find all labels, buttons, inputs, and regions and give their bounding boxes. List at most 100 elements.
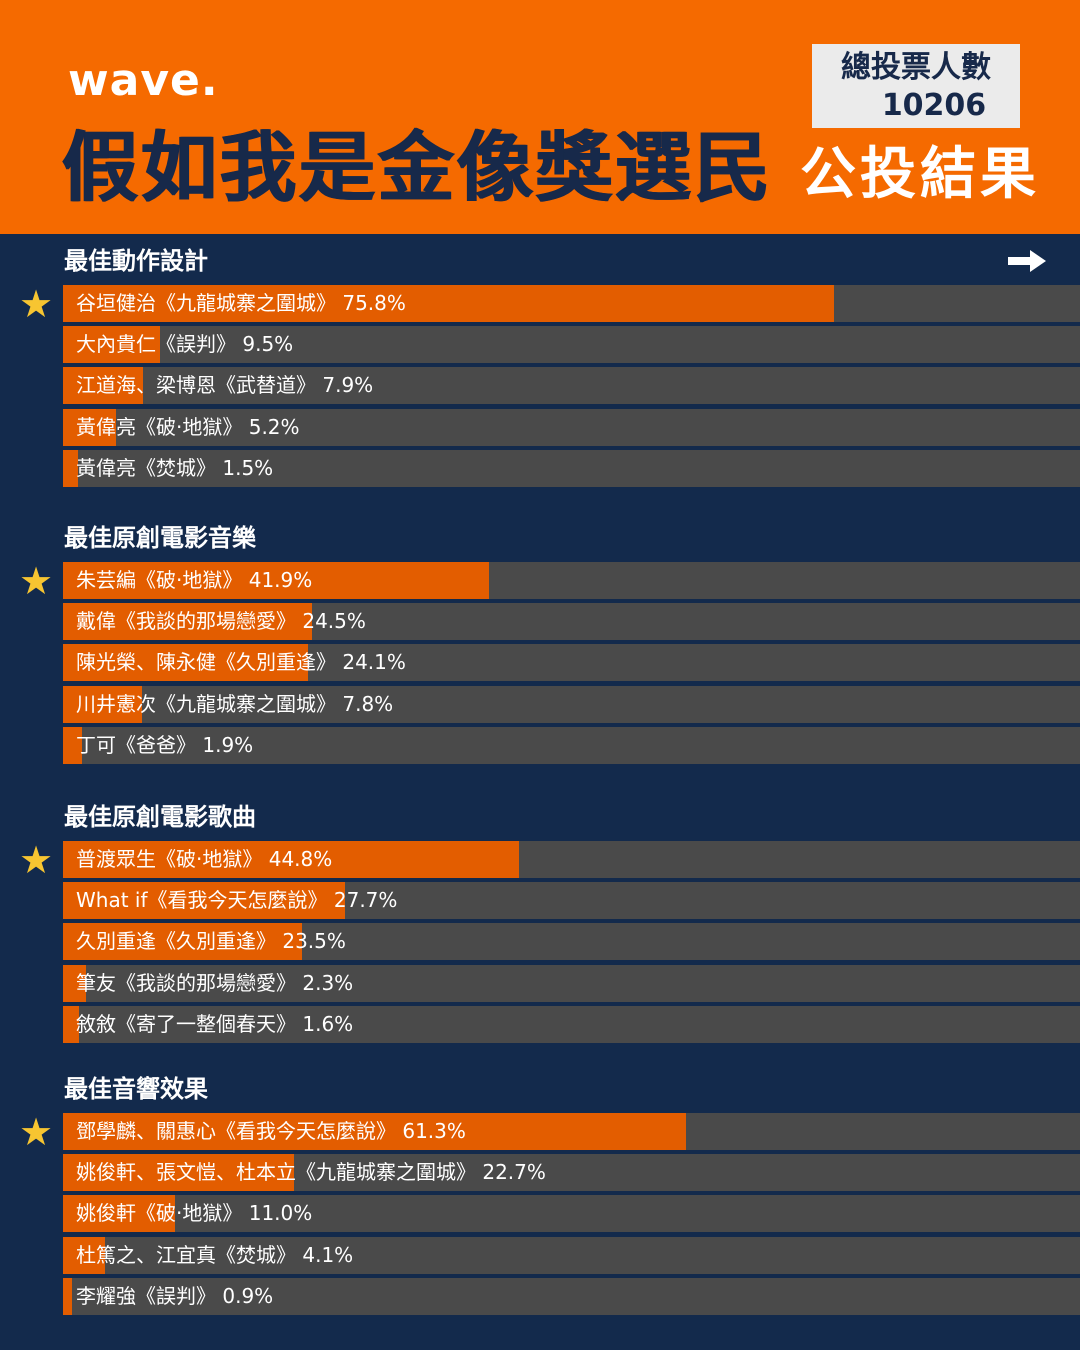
vote-percentage: 4.1% <box>296 1243 354 1267</box>
vote-percentage: 9.5% <box>236 332 294 356</box>
bar-fill <box>63 1154 294 1191</box>
bar-fill <box>63 1278 72 1315</box>
bar-label: 鄧學麟、關惠心《看我今天怎麼說》 61.3% <box>76 1113 466 1150</box>
vote-percentage: 2.3% <box>296 971 354 995</box>
bar-fill <box>63 285 834 322</box>
bar-row: 丁可《爸爸》 1.9% <box>63 727 1080 764</box>
bar-label: 丁可《爸爸》 1.9% <box>76 727 253 764</box>
bar-fill <box>63 965 86 1002</box>
nominee-label: 筆友《我談的那場戀愛》 <box>76 971 296 995</box>
header-banner: wave. 假如我是金像獎選民 總投票人數 10206 公投結果 <box>0 0 1080 234</box>
vote-percentage: 22.7% <box>476 1160 546 1184</box>
bar-row: 黃偉亮《焚城》 1.5% <box>63 450 1080 487</box>
nominee-label: 黃偉亮《破·地獄》 <box>76 415 243 439</box>
bar-row: 陳光榮、陳永健《久別重逢》 24.1% <box>63 644 1080 681</box>
bar-fill <box>63 603 312 640</box>
bar-fill <box>63 1195 175 1232</box>
arrow-right-icon[interactable] <box>1006 248 1048 274</box>
bar-label: 川井憲次《九龍城寨之圍城》 7.8% <box>76 686 393 723</box>
nominee-label: 李耀強《誤判》 <box>76 1284 216 1308</box>
vote-percentage: 24.5% <box>296 609 366 633</box>
nominee-label: 普渡眾生《破·地獄》 <box>76 847 263 871</box>
bar-fill <box>63 409 116 446</box>
bar-row: 筆友《我談的那場戀愛》 2.3% <box>63 965 1080 1002</box>
section-title: 最佳動作設計 <box>64 247 208 275</box>
bar-fill <box>63 1113 686 1150</box>
vote-percentage: 7.8% <box>336 692 394 716</box>
bar-fill <box>63 644 308 681</box>
bar-fill <box>63 1237 105 1274</box>
page-title: 假如我是金像獎選民 <box>62 123 773 212</box>
bar-row: 杜篤之、江宜真《焚城》 4.1% <box>63 1237 1080 1274</box>
bar-label: 姚俊軒《破·地獄》 11.0% <box>76 1195 312 1232</box>
bar-fill <box>63 841 519 878</box>
vote-percentage: 0.9% <box>216 1284 274 1308</box>
bar-label: 敘敘《寄了一整個春天》 1.6% <box>76 1006 353 1043</box>
page-subtitle: 公投結果 <box>800 142 1040 207</box>
nominee-label: 敘敘《寄了一整個春天》 <box>76 1012 296 1036</box>
bar-row: 久別重逢《久別重逢》 23.5% <box>63 923 1080 960</box>
total-votes-count: 10206 <box>881 88 987 123</box>
bar-label: 朱芸編《破·地獄》 41.9% <box>76 562 312 599</box>
nominee-label: 戴偉《我談的那場戀愛》 <box>76 609 296 633</box>
bar-fill <box>63 882 345 919</box>
nominee-label: 谷垣健治《九龍城寨之圍城》 <box>76 291 336 315</box>
bar-row: 李耀強《誤判》 0.9% <box>63 1278 1080 1315</box>
section-title: 最佳原創電影音樂 <box>64 524 256 552</box>
vote-percentage: 1.9% <box>196 733 254 757</box>
vote-percentage: 27.7% <box>327 888 398 912</box>
nominee-label: 川井憲次《九龍城寨之圍城》 <box>76 692 336 716</box>
vote-percentage: 7.9% <box>316 373 374 397</box>
bar-label: 杜篤之、江宜真《焚城》 4.1% <box>76 1237 353 1274</box>
bar-label: 普渡眾生《破·地獄》 44.8% <box>76 841 332 878</box>
vote-percentage: 61.3% <box>396 1119 466 1143</box>
vote-percentage: 11.0% <box>242 1201 313 1225</box>
bar-row: 谷垣健治《九龍城寨之圍城》 75.8% <box>63 285 1080 322</box>
bar-fill <box>63 367 143 404</box>
star-icon: ★ <box>18 559 54 603</box>
bar-fill <box>63 923 302 960</box>
wave-logo: wave. <box>68 55 219 106</box>
bar-label: 黃偉亮《破·地獄》 5.2% <box>76 409 300 446</box>
nominee-label: 鄧學麟、關惠心《看我今天怎麼說》 <box>76 1119 396 1143</box>
nominee-label: 大內貴仁《誤判》 <box>76 332 236 356</box>
bar-label: 筆友《我談的那場戀愛》 2.3% <box>76 965 353 1002</box>
vote-percentage: 23.5% <box>276 929 346 953</box>
nominee-label: 杜篤之、江宜真《焚城》 <box>76 1243 296 1267</box>
vote-percentage: 24.1% <box>336 650 406 674</box>
bar-fill <box>63 450 78 487</box>
bar-fill <box>63 326 160 363</box>
bar-label: 黃偉亮《焚城》 1.5% <box>76 450 273 487</box>
total-votes-box: 總投票人數 10206 <box>812 44 1020 128</box>
bar-fill <box>63 1006 79 1043</box>
nominee-label: What if《看我今天怎麼說》 <box>76 888 328 912</box>
bar-label: 久別重逢《久別重逢》 23.5% <box>76 923 346 960</box>
bar-label: 姚俊軒、張文愷、杜本立《九龍城寨之圍城》 22.7% <box>76 1154 546 1191</box>
bar-row: 姚俊軒、張文愷、杜本立《九龍城寨之圍城》 22.7% <box>63 1154 1080 1191</box>
bar-row: 川井憲次《九龍城寨之圍城》 7.8% <box>63 686 1080 723</box>
star-icon: ★ <box>18 838 54 882</box>
bar-label: What if《看我今天怎麼說》 27.7% <box>76 882 397 919</box>
nominee-label: 姚俊軒《破·地獄》 <box>76 1201 243 1225</box>
bar-label: 陳光榮、陳永健《久別重逢》 24.1% <box>76 644 406 681</box>
bar-fill <box>63 686 142 723</box>
bar-fill <box>63 727 82 764</box>
star-icon: ★ <box>18 1110 54 1154</box>
bar-fill <box>63 562 489 599</box>
bar-row: 黃偉亮《破·地獄》 5.2% <box>63 409 1080 446</box>
bar-row: What if《看我今天怎麼說》 27.7% <box>63 882 1080 919</box>
bar-label: 戴偉《我談的那場戀愛》 24.5% <box>76 603 366 640</box>
section-title: 最佳原創電影歌曲 <box>64 803 256 831</box>
bar-label: 江道海、梁博恩《武替道》 7.9% <box>76 367 373 404</box>
bar-row: 普渡眾生《破·地獄》 44.8% <box>63 841 1080 878</box>
section-title: 最佳音響效果 <box>64 1075 208 1103</box>
bar-row: 敘敘《寄了一整個春天》 1.6% <box>63 1006 1080 1043</box>
vote-percentage: 1.6% <box>296 1012 354 1036</box>
bar-label: 大內貴仁《誤判》 9.5% <box>76 326 293 363</box>
bar-row: 鄧學麟、關惠心《看我今天怎麼說》 61.3% <box>63 1113 1080 1150</box>
total-votes-label: 總投票人數 <box>841 50 991 85</box>
bar-row: 戴偉《我談的那場戀愛》 24.5% <box>63 603 1080 640</box>
vote-percentage: 44.8% <box>262 847 333 871</box>
bar-label: 谷垣健治《九龍城寨之圍城》 75.8% <box>76 285 406 322</box>
bar-row: 大內貴仁《誤判》 9.5% <box>63 326 1080 363</box>
